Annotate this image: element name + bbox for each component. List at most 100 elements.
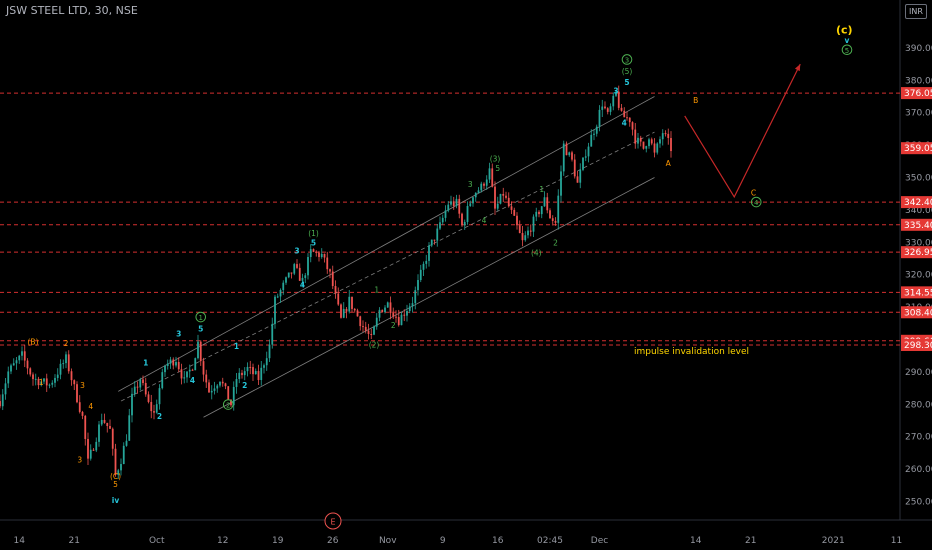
candle-body bbox=[472, 197, 474, 204]
wave-label: 5 bbox=[495, 164, 500, 173]
candle-body bbox=[411, 303, 414, 307]
candle-body bbox=[395, 316, 397, 318]
currency-badge[interactable]: INR bbox=[905, 4, 927, 19]
candle-body bbox=[458, 198, 461, 214]
x-tick-label: 12 bbox=[217, 536, 228, 546]
candle-body bbox=[106, 422, 109, 427]
candle-body bbox=[205, 374, 208, 383]
wave-label: (c) bbox=[836, 23, 853, 36]
candle-body bbox=[29, 368, 32, 375]
candle-body bbox=[392, 313, 395, 317]
wave-label: 5 bbox=[624, 78, 629, 87]
candle-body bbox=[87, 438, 89, 459]
candle-body bbox=[342, 308, 345, 318]
level-label: 376.05 bbox=[904, 89, 932, 99]
level-label: 314.55 bbox=[904, 288, 932, 298]
candle-body bbox=[430, 239, 433, 246]
candle-body bbox=[483, 183, 485, 186]
candle-body bbox=[62, 363, 65, 365]
wave-label: 2 bbox=[391, 321, 396, 330]
candle-body bbox=[480, 183, 483, 191]
candle-body bbox=[230, 399, 232, 406]
wave-label: 2 bbox=[242, 381, 247, 390]
wave-label: 2 bbox=[157, 412, 162, 421]
wave-label: (C) bbox=[110, 472, 121, 481]
candle-body bbox=[529, 230, 532, 232]
candle-body bbox=[477, 190, 480, 193]
candle-body bbox=[362, 326, 364, 328]
wave-label: 1 bbox=[143, 358, 148, 367]
wave-label: 4 bbox=[482, 216, 487, 225]
wave-label: 1 bbox=[39, 378, 44, 387]
candle-body bbox=[158, 388, 161, 405]
candle-body bbox=[67, 354, 70, 372]
candle-body bbox=[417, 280, 419, 291]
candle-body bbox=[12, 363, 15, 366]
wave-label: 1 bbox=[199, 314, 203, 322]
x-tick-label: 16 bbox=[492, 536, 504, 546]
candle-body bbox=[447, 204, 450, 211]
wave-label-circle bbox=[222, 399, 234, 410]
candle-body bbox=[21, 351, 23, 356]
candle-body bbox=[436, 228, 439, 241]
y-tick-label: 380.00 bbox=[905, 76, 932, 86]
candle-body bbox=[326, 257, 329, 270]
candle-body bbox=[34, 378, 37, 380]
candle-body bbox=[268, 344, 271, 359]
candle-body bbox=[89, 449, 92, 459]
candle-body bbox=[48, 384, 51, 386]
candle-body bbox=[661, 133, 664, 140]
candle-body bbox=[235, 379, 238, 387]
candle-body bbox=[279, 289, 282, 297]
candle-body bbox=[254, 371, 257, 375]
candle-body bbox=[290, 272, 293, 274]
candle-body bbox=[378, 309, 381, 318]
x-tick-label: Dec bbox=[591, 536, 608, 546]
candle-body bbox=[538, 211, 540, 215]
candle-body bbox=[659, 139, 661, 144]
candle-body bbox=[496, 203, 499, 209]
x-tick-label: 02:45 bbox=[537, 536, 563, 546]
candle-body bbox=[562, 143, 565, 172]
candle-body bbox=[125, 440, 128, 446]
candle-body bbox=[180, 369, 183, 379]
candle-body bbox=[645, 146, 648, 149]
candle-body bbox=[70, 371, 73, 381]
candle-body bbox=[345, 308, 348, 312]
wave-label: 5 bbox=[845, 47, 849, 55]
candle-body bbox=[4, 383, 7, 395]
wave-label: 4 bbox=[190, 376, 195, 385]
candle-body bbox=[65, 354, 67, 364]
candle-body bbox=[667, 133, 670, 139]
candle-body bbox=[356, 310, 359, 317]
level-label: 308.40 bbox=[904, 308, 932, 318]
candle-body bbox=[576, 176, 579, 183]
candle-body bbox=[540, 206, 543, 215]
level-badge bbox=[901, 87, 932, 100]
candle-body bbox=[642, 141, 645, 149]
candle-body bbox=[579, 169, 582, 183]
level-badge bbox=[901, 306, 932, 319]
candle-body bbox=[551, 218, 554, 221]
wave-label-circle bbox=[841, 44, 853, 56]
candle-body bbox=[227, 386, 230, 400]
channel-line bbox=[118, 96, 655, 392]
candle-body bbox=[114, 448, 117, 475]
candle-body bbox=[595, 126, 598, 134]
wave-label: 3 bbox=[294, 247, 299, 256]
candle-body bbox=[373, 326, 375, 335]
wave-label: 4 bbox=[622, 119, 627, 128]
y-tick-label: 280.00 bbox=[905, 400, 932, 410]
candle-body bbox=[164, 365, 166, 373]
candle-body bbox=[188, 369, 191, 372]
candle-body bbox=[175, 362, 177, 366]
candle-body bbox=[315, 251, 318, 253]
candle-body bbox=[76, 384, 78, 403]
candle-body bbox=[144, 383, 147, 395]
y-tick-label: 290.00 bbox=[905, 368, 932, 378]
candle-body bbox=[243, 371, 246, 376]
candle-body bbox=[7, 371, 10, 384]
candle-body bbox=[582, 157, 584, 170]
